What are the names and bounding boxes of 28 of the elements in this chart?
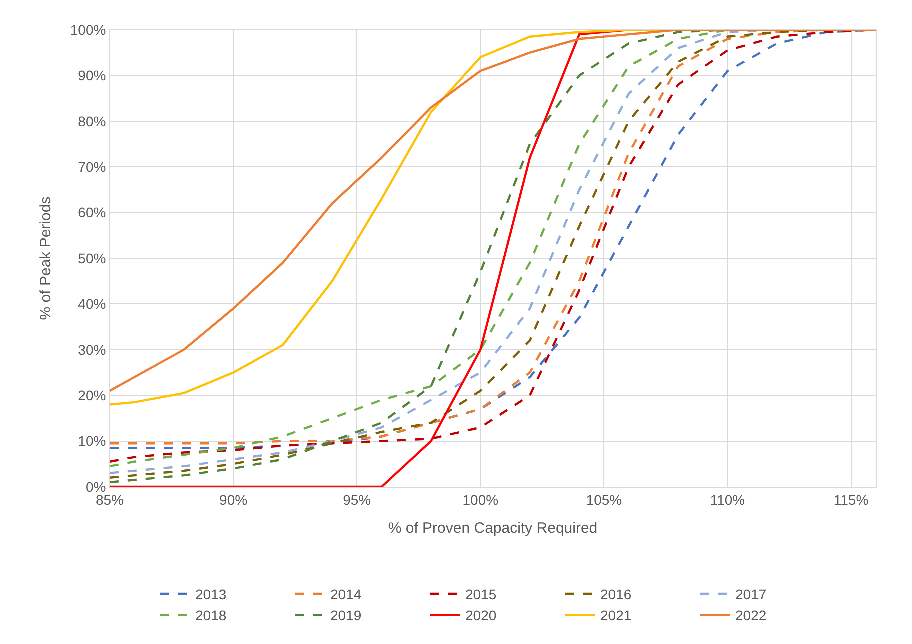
legend-label: 2018: [196, 608, 227, 624]
y-tick-label: 80%: [78, 113, 106, 130]
y-tick-label: 100%: [70, 22, 106, 38]
legend-label: 2019: [330, 608, 362, 624]
legend-label: 2020: [466, 608, 497, 624]
x-tick-label: 100%: [462, 492, 499, 508]
x-tick-label: 110%: [710, 492, 746, 508]
y-tick-label: 60%: [78, 204, 106, 221]
x-tick-label: 95%: [343, 492, 372, 508]
legend-label: 2014: [330, 586, 362, 602]
x-tick-label: 90%: [220, 492, 248, 508]
y-tick-label: 50%: [78, 250, 106, 266]
x-tick-label: 115%: [834, 492, 869, 508]
y-axis-title: % of Peak Periods: [38, 196, 55, 320]
y-tick-label: 30%: [78, 342, 106, 358]
x-axis-title: % of Proven Capacity Required: [388, 520, 598, 537]
legend-label: 2015: [466, 586, 497, 602]
y-tick-label: 90%: [78, 68, 106, 84]
legend-label: 2016: [600, 586, 632, 602]
legend-label: 2021: [600, 608, 632, 624]
x-tick-label: 105%: [586, 492, 622, 508]
y-tick-label: 40%: [78, 296, 106, 312]
y-tick-label: 70%: [78, 159, 106, 175]
legend-label: 2013: [196, 586, 227, 602]
y-tick-label: 10%: [78, 433, 106, 450]
legend-label: 2022: [736, 608, 767, 624]
legend-label: 2017: [736, 586, 767, 602]
y-tick-label: 20%: [78, 388, 106, 404]
